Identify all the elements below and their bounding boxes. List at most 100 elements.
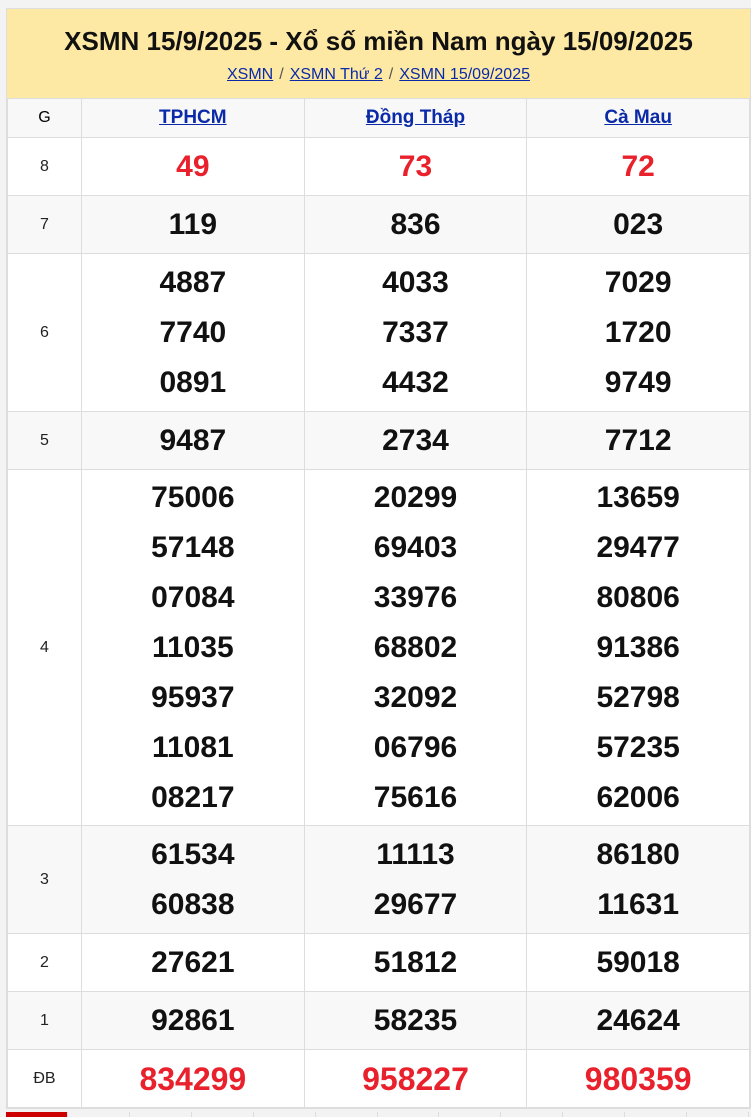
result-number: 29677 xyxy=(373,887,458,921)
tab[interactable] xyxy=(129,1112,192,1117)
result-cell: 834299 xyxy=(81,1049,305,1108)
result-number: 27621 xyxy=(151,945,235,979)
result-number: 72 xyxy=(621,149,655,183)
result-number: 68802 xyxy=(373,630,458,664)
prize-label: 3 xyxy=(7,825,82,934)
result-number: 75616 xyxy=(373,780,458,814)
result-cell: 119 xyxy=(81,195,305,254)
result-cell: 980359 xyxy=(526,1049,750,1108)
result-cell: 11113 29677 xyxy=(303,825,528,934)
tab[interactable] xyxy=(563,1112,626,1117)
tab[interactable] xyxy=(439,1112,502,1117)
result-cell: 61534 60838 xyxy=(81,825,305,934)
prize-row: 7 119 836 023 xyxy=(7,195,750,254)
prize-row: 1 92861 58235 24624 xyxy=(7,991,750,1050)
result-number: 95937 xyxy=(151,680,235,714)
result-number: 51812 xyxy=(373,945,458,979)
result-cell: 4887 7740 0891 xyxy=(81,253,305,412)
result-cell: 20299 69403 33976 68802 32092 06796 75616 xyxy=(303,469,528,826)
result-number: 60838 xyxy=(151,887,235,921)
result-cell: 7712 xyxy=(526,411,750,470)
page-title: XSMN 15/9/2025 - Xổ số miền Nam ngày 15/… xyxy=(64,26,693,56)
result-number: 75006 xyxy=(151,480,235,514)
tab[interactable] xyxy=(67,1112,130,1117)
result-cell: 58235 xyxy=(303,991,528,1050)
result-number: 119 xyxy=(168,207,218,241)
province-link-tphcm[interactable]: TPHCM xyxy=(159,107,227,128)
result-number: 958227 xyxy=(362,1060,469,1097)
result-cell: 92861 xyxy=(81,991,305,1050)
result-number: 11113 xyxy=(376,837,455,871)
prize-label: 1 xyxy=(7,991,82,1050)
results-table: G TPHCM Đồng Tháp Cà Mau 8 49 7 3 72 7 119 836 0… xyxy=(7,98,750,1108)
tab[interactable] xyxy=(6,1112,68,1117)
province-link-ca-mau[interactable]: Cà Mau xyxy=(604,107,672,128)
tab[interactable] xyxy=(191,1112,254,1117)
result-cell: 24624 xyxy=(526,991,750,1050)
result-number: 2734 xyxy=(382,423,449,457)
result-number: 834299 xyxy=(139,1060,247,1097)
header: XSMN 15/9/2025 - Xổ số miền Nam ngày 15/… xyxy=(7,9,750,98)
result-number: 57148 xyxy=(151,530,235,564)
result-number: 980359 xyxy=(584,1060,692,1097)
result-cell: 72 xyxy=(526,137,750,196)
result-cell: 59018 xyxy=(526,933,750,992)
result-number: 06796 xyxy=(373,730,458,764)
result-number: 92861 xyxy=(151,1003,235,1037)
tab[interactable] xyxy=(377,1112,440,1117)
result-cell: 958227 xyxy=(303,1049,528,1108)
tab[interactable] xyxy=(625,1112,688,1117)
result-number: 4033 xyxy=(382,265,449,299)
result-number: 49 xyxy=(176,149,210,183)
result-number: 57235 xyxy=(596,730,680,764)
prize-row: 3 61534 60838 11113 29677 86180 11631 xyxy=(7,825,750,934)
tab[interactable] xyxy=(687,1112,750,1117)
result-number: 29477 xyxy=(596,530,680,564)
prize-label: 4 xyxy=(7,469,82,826)
result-number: 69403 xyxy=(373,530,458,564)
result-number: 11081 xyxy=(151,730,234,764)
prize-row: 6 4887 7740 0891 4033 7337 4432 7029 1720 9749 xyxy=(7,253,750,412)
result-cell: 75006 57148 07084 11035 95937 11081 08217 xyxy=(81,469,305,826)
result-number: 52798 xyxy=(596,680,680,714)
result-cell: 7029 1720 9749 xyxy=(526,253,750,412)
result-cell: 49 xyxy=(81,137,305,196)
result-number: 86180 xyxy=(596,837,680,871)
result-number: 13659 xyxy=(596,480,680,514)
breadcrumb-xsmn-date[interactable]: XSMN 15/09/2025 xyxy=(399,66,530,83)
result-number: 4887 xyxy=(159,265,227,299)
result-number: 023 xyxy=(613,207,664,241)
result-number: 62006 xyxy=(596,780,680,814)
result-number: 836 xyxy=(390,207,441,241)
prize-column-header: G xyxy=(7,98,82,138)
breadcrumb-xsmn-thu-2[interactable]: XSMN Thứ 2 xyxy=(289,66,383,83)
result-number: 9487 xyxy=(159,423,227,457)
result-number: 91386 xyxy=(596,630,680,664)
tab[interactable] xyxy=(253,1112,316,1117)
prize-row: 2 27621 51812 59018 xyxy=(7,933,750,992)
result-cell: 023 xyxy=(526,195,750,254)
prize-label: 8 xyxy=(7,137,82,196)
prize-row: 5 9487 2734 7712 xyxy=(7,411,750,470)
prize-label: 7 xyxy=(7,195,82,254)
results-panel: XSMN 15/9/2025 - Xổ số miền Nam ngày 15/… xyxy=(6,8,751,1109)
result-number: 11631 xyxy=(597,887,680,921)
result-number: 4432 xyxy=(382,365,449,399)
result-cell: 2734 xyxy=(303,411,528,470)
prize-label: 5 xyxy=(7,411,82,470)
tab[interactable] xyxy=(501,1112,564,1117)
result-number: 59018 xyxy=(596,945,680,979)
result-number: 11035 xyxy=(151,630,234,664)
province-link-dong-thap[interactable]: Đồng Tháp xyxy=(365,107,466,128)
result-cell: 836 xyxy=(303,195,528,254)
prize-row: 8 49 73 72 xyxy=(7,137,750,196)
result-number: 0891 xyxy=(159,365,227,399)
result-cell: 86180 11631 xyxy=(526,825,750,934)
breadcrumb-xsmn[interactable]: XSMN xyxy=(227,66,274,83)
result-number: 1720 xyxy=(604,315,672,349)
result-number: 08217 xyxy=(151,780,235,814)
result-number: 7712 xyxy=(604,423,672,457)
tab[interactable] xyxy=(315,1112,378,1117)
result-cell: 27621 xyxy=(81,933,305,992)
prize-row: 4 75006 57148 07084 11035 95937 11081 08217 2029… xyxy=(7,469,750,826)
